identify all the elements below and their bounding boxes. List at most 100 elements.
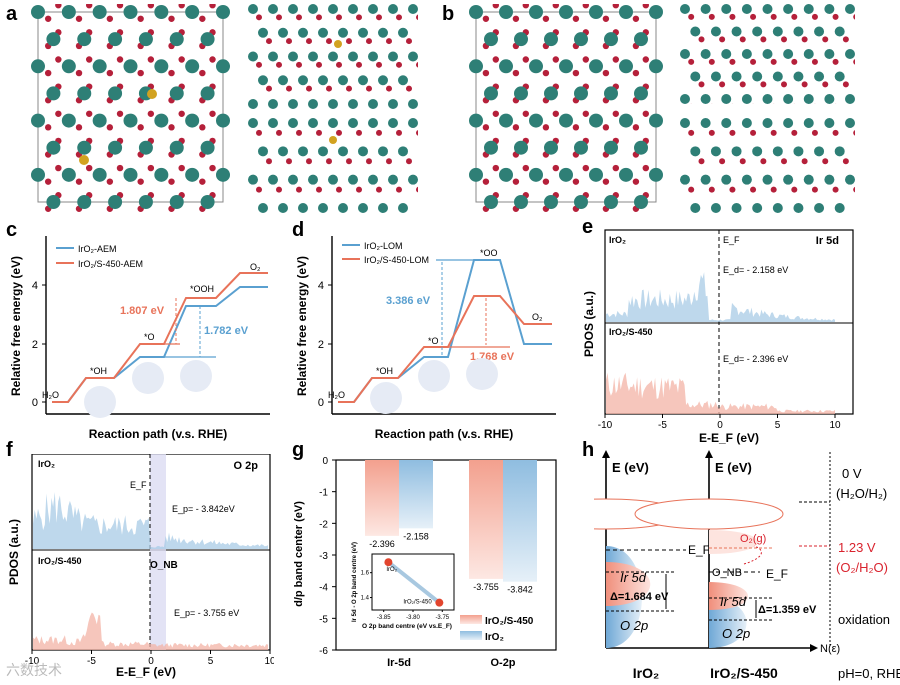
o-atom [492,4,499,9]
g-xcat-ir5d: Ir-5d [387,657,411,669]
f-xtick-label: 5 [208,656,214,667]
e-xtick-label: 0 [717,420,723,431]
d-xlabel: Reaction path (v.s. RHE) [375,427,513,441]
ir-atom [814,146,825,157]
o-atom [346,85,352,92]
o-atom [147,56,155,63]
f-onb-label: O_NB [150,560,178,571]
o-atom [522,4,529,9]
ir-atom [258,75,268,86]
ir-atom [499,167,513,182]
o-atom [44,124,52,131]
o-atom [729,129,736,136]
o-atom [492,164,499,172]
o-atom [406,85,412,92]
o-atom [209,4,216,9]
f-ep-bottom: E_p= - 3.755 eV [174,608,239,618]
ir-atom [268,4,278,14]
panel-h-band-schematic: E (eV) E (eV) N(ε) E_F Ir 5d Δ=1.684 eV … [594,450,900,681]
o-atom [85,4,93,9]
o-atom [822,36,829,43]
ir-atom [793,26,804,37]
ir-atom [721,118,732,128]
o-atom [750,186,757,193]
ir-atom [138,140,153,155]
o-atom [842,158,849,165]
d-ytick-4: 4 [318,280,324,292]
o-atom [632,15,640,22]
ir-atom [544,32,558,47]
ir-atom [92,167,107,182]
o-atom [642,56,649,63]
o-atom [739,81,746,88]
o-atom [791,58,798,65]
d-ylabel: Relative free energy (eV) [295,256,309,396]
o-atom [106,124,114,131]
o-atom [75,178,83,185]
o-atom [316,129,322,136]
ir-atom [154,59,169,74]
f-ep-top: E_p= - 3.842eV [172,504,235,514]
ir-atom [378,146,388,157]
o-atom [552,56,559,63]
d-structure-inset-2 [418,360,450,392]
d-line-red [338,295,552,403]
ir-atom [589,113,603,128]
e-xlabel: E-E_F (eV) [699,431,759,445]
c-legend-red: IrO₂/S-450-AEM [78,259,143,269]
o-atom [306,158,312,165]
h-right-onb-label: O_NB [712,567,742,579]
o-atom [199,15,206,22]
o-atom [386,85,392,92]
ir-atom [318,27,328,38]
ir-atom [529,113,543,128]
h-left-ir5d [606,562,651,606]
ir-atom [690,26,701,37]
o-atom [542,124,550,131]
ir-atom [368,174,378,185]
o-atom [326,38,332,45]
ir-atom [469,59,483,74]
ir-atom [529,59,543,74]
ir-atom [529,167,543,182]
ir-atom [649,113,663,128]
o-atom [209,110,216,117]
ir-atom [288,99,298,109]
o-atom [276,61,282,68]
ir-atom [248,118,258,128]
ir-atom [814,71,825,82]
panel-label-c: c [6,219,18,241]
structure-a-top-view [31,4,230,212]
ir-atom [649,5,663,19]
ir-atom [358,146,368,157]
o-atom [376,61,382,68]
o-atom [612,56,619,63]
o-atom [55,4,62,9]
o-atom [482,178,490,185]
o-atom [396,14,402,21]
o-atom [266,158,272,165]
ir-atom [308,174,318,185]
o-atom [209,164,216,172]
ir-atom [338,75,348,86]
o-atom [178,110,185,117]
o-atom [582,164,589,172]
ir-atom [185,5,200,19]
ir-atom [710,71,721,82]
h-left-o2p-label: O 2p [620,618,648,633]
ir-atom [762,49,773,59]
o-atom [572,124,580,131]
ir-atom [248,174,258,185]
e-ed-top: E_d= - 2.158 eV [723,265,788,275]
ir-atom [138,32,153,47]
f-ylabel: PDOS (a.u.) [7,519,21,585]
ir-atom [169,32,184,47]
ir-atom [408,174,418,185]
ir-atom [258,203,268,213]
ir-atom [834,26,845,37]
o-atom [698,81,705,88]
ir-atom [200,86,215,101]
o-atom [801,81,808,88]
g-ytick-label: -6 [319,646,328,657]
ir-atom [408,99,418,109]
